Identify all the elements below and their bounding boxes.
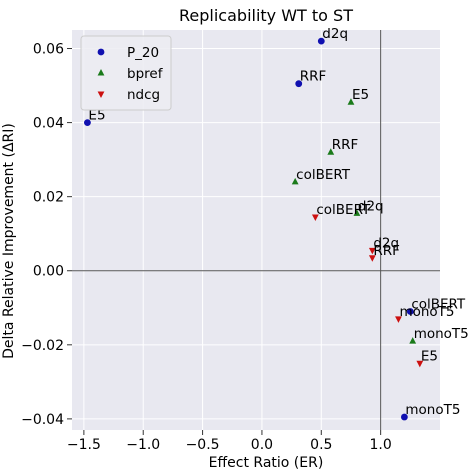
data-point (368, 255, 376, 262)
data-point (327, 148, 335, 155)
point-label: monoT5 (399, 304, 454, 320)
data-point (400, 413, 408, 421)
y-tick-label: −0.04 (21, 412, 64, 428)
point-label: E5 (352, 87, 369, 103)
legend-label: ndcg (127, 87, 160, 103)
point-label: RRF (373, 243, 400, 259)
x-tick-label: −1.5 (67, 437, 101, 453)
point-label: colBERT (316, 202, 371, 218)
point-label: E5 (421, 348, 438, 364)
point-label: monoT5 (405, 402, 460, 418)
x-tick-label: 0.0 (251, 437, 273, 453)
x-tick-label: 1.0 (370, 437, 392, 453)
data-point (368, 247, 376, 255)
legend-marker (97, 69, 105, 76)
y-tick-label: 0.02 (33, 190, 64, 206)
y-tick-label: −0.02 (21, 338, 64, 354)
point-label: d2q (358, 198, 384, 214)
y-tick-label: 0.00 (33, 264, 64, 280)
point-label: colBERT (296, 167, 351, 183)
legend-marker (97, 91, 105, 98)
legend-marker (97, 48, 105, 56)
point-label: d2q (373, 235, 399, 251)
x-tick-label: −1.0 (126, 437, 160, 453)
data-point (406, 308, 414, 315)
legend-label: P_20 (127, 45, 159, 61)
point-label: colBERT (411, 296, 466, 312)
data-point (291, 177, 299, 185)
data-point (317, 37, 325, 45)
point-label: monoT5 (414, 326, 469, 342)
point-label: RRF (332, 137, 359, 153)
y-axis-label: Delta Relative Improvement (ΔRI) (1, 123, 17, 359)
data-point (347, 98, 355, 105)
x-tick-label: 0.5 (310, 437, 332, 453)
chart-title: Replicability WT to ST (179, 6, 353, 25)
y-axis-ticks: −0.04 −0.02 0.00 0.02 0.04 0.06 (21, 42, 72, 428)
data-point (84, 119, 91, 126)
data-point (295, 80, 303, 88)
x-axis-label: Effect Ratio (ER) (209, 455, 324, 471)
y-tick-label: 0.04 (33, 116, 64, 132)
legend-label: bpref (127, 66, 164, 82)
data-point (409, 337, 417, 344)
point-label: RRF (300, 69, 327, 85)
x-tick-label: −0.5 (186, 437, 220, 453)
x-axis-ticks: −1.5 −1.0 −0.5 0.0 0.5 1.0 (67, 430, 392, 453)
data-point (353, 209, 361, 216)
data-point (395, 316, 402, 323)
point-label: d2q (322, 26, 348, 42)
y-tick-label: 0.06 (33, 42, 64, 58)
data-point (416, 360, 424, 368)
reference-lines (72, 30, 440, 430)
data-points: d2qRRFE5colBERTmonoT5E5RRFcolBERTd2qmono… (84, 26, 469, 421)
point-label: E5 (88, 108, 105, 124)
data-point (311, 214, 319, 222)
